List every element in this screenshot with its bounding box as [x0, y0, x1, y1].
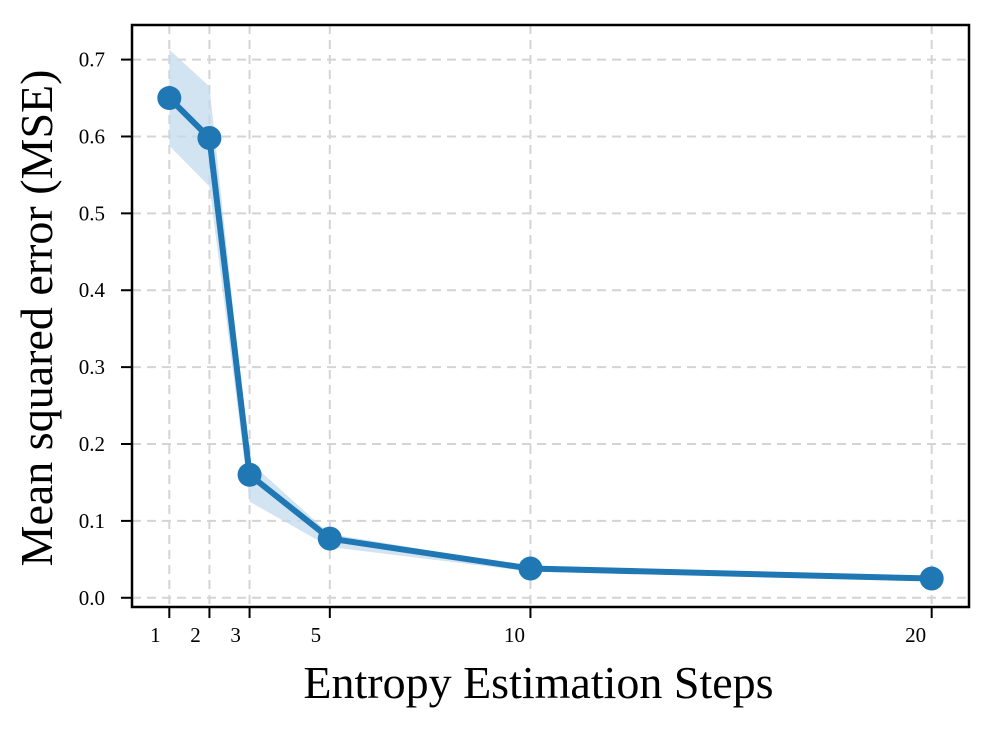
y-axis-ticks: 0.0 0.1 0.2 0.3 0.4 0.5 0.6 0.7 — [79, 48, 132, 610]
data-point-x2 — [197, 126, 222, 151]
data-point-x10 — [518, 556, 543, 581]
x-axis-ticks: 1 2 3 5 10 20 — [150, 607, 933, 647]
y-tick-label-0.3: 0.3 — [79, 355, 105, 379]
data-points-layer — [157, 86, 944, 591]
y-tick-label-0.6: 0.6 — [79, 124, 105, 148]
grid — [132, 25, 969, 607]
x-tick-label-3: 3 — [230, 623, 241, 647]
data-point-x3 — [237, 462, 262, 487]
x-tick-label-20: 20 — [905, 623, 926, 647]
x-tick-label-5: 5 — [311, 623, 322, 647]
x-tick-label-1: 1 — [150, 623, 161, 647]
y-tick-label-0.0: 0.0 — [79, 586, 105, 610]
x-tick-label-2: 2 — [190, 623, 201, 647]
y-axis-title: Mean squared error (MSE) — [11, 70, 62, 567]
y-tick-label-0.2: 0.2 — [79, 432, 105, 456]
x-axis-title: Entropy Estimation Steps — [303, 657, 773, 708]
y-tick-label-0.4: 0.4 — [79, 278, 106, 302]
y-tick-label-0.5: 0.5 — [79, 201, 105, 225]
x-tick-label-10: 10 — [504, 623, 525, 647]
y-tick-label-0.1: 0.1 — [79, 509, 105, 533]
data-point-x20 — [919, 566, 944, 591]
data-point-x1 — [157, 86, 182, 111]
y-tick-label-0.7: 0.7 — [79, 48, 105, 72]
plot-frame — [130, 23, 971, 609]
data-point-x5 — [317, 526, 342, 551]
